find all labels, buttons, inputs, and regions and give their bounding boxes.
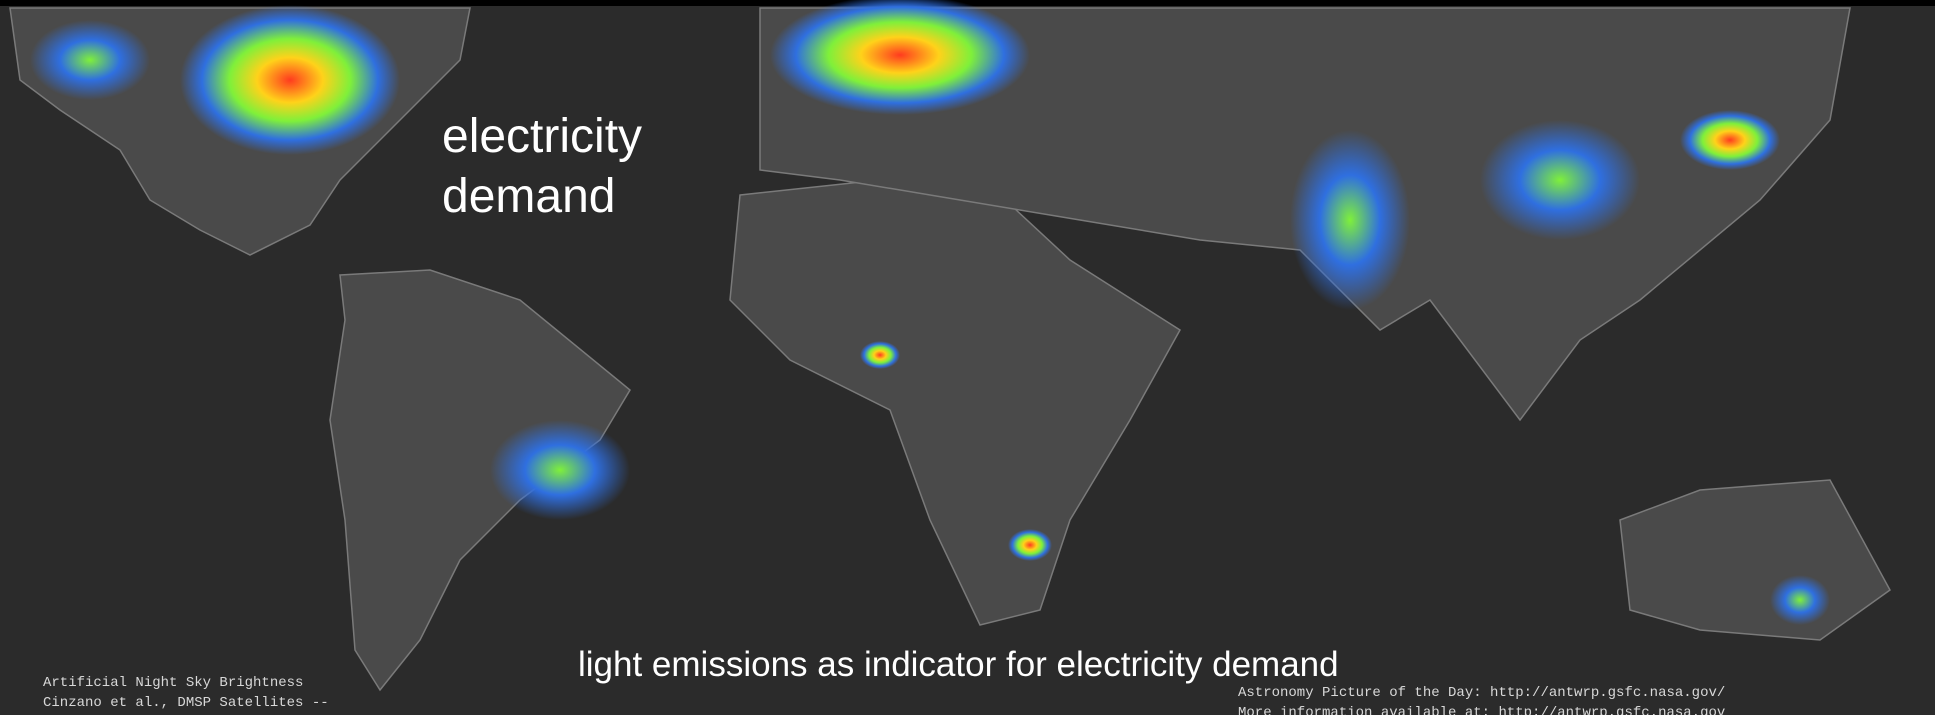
light-cluster [30,20,150,100]
caption: light emissions as indicator for electri… [578,645,1339,684]
australia [1620,480,1890,640]
light-cluster [1290,130,1410,310]
light-cluster [1480,120,1640,240]
annotation-line: electricity [442,110,642,163]
map-screen: electricity demand light emissions as in… [0,0,1935,715]
light-cluster [770,0,1030,115]
credit-right: Astronomy Picture of the Day: http://ant… [1238,685,1725,701]
light-cluster [180,5,400,155]
credit-left: Cinzano et al., DMSP Satellites -- [43,695,329,711]
night-lights-map: electricity demand light emissions as in… [0,0,1935,715]
africa [730,180,1180,625]
light-cluster [860,341,900,369]
annotation-line: demand [442,170,615,223]
light-cluster [1680,110,1780,170]
light-cluster [1008,529,1052,561]
credit-left: Artificial Night Sky Brightness [43,675,303,691]
credit-right: More information available at: http://an… [1238,705,1725,715]
light-cluster [490,420,630,520]
light-cluster [1770,575,1830,625]
